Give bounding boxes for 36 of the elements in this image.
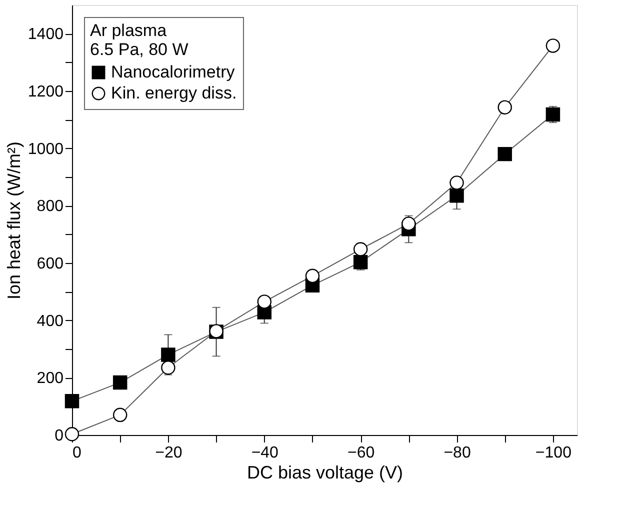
legend-title: Ar plasma 6.5 Pa, 80 W (90, 21, 188, 59)
point (546, 38, 560, 53)
legend-label: Kin. energy diss. (111, 84, 237, 102)
x-tick-label: 0 (72, 444, 82, 462)
x-tick-label: −20 (155, 444, 182, 462)
point (353, 242, 368, 256)
point (161, 348, 176, 362)
x-tick-label: −80 (444, 444, 471, 462)
point (498, 100, 512, 114)
point (450, 176, 464, 190)
point (64, 427, 80, 442)
y-tick-label: 200 (36, 370, 64, 388)
point (305, 268, 320, 284)
y-tick-label: 1400 (28, 26, 64, 44)
legend-label: Nanocalorimetry (111, 62, 236, 82)
y-axis-title: Ion heat flux (W/m²) (4, 141, 24, 300)
x-tick-label: −40 (251, 444, 279, 462)
y-tick-label: 800 (36, 198, 64, 216)
point (161, 360, 176, 375)
point (112, 375, 128, 390)
point (498, 146, 512, 162)
y-tick-label: 600 (36, 256, 64, 272)
point (402, 216, 416, 231)
point (112, 408, 128, 422)
x-tick-label: −100 (535, 444, 572, 462)
point (450, 188, 464, 203)
y-tick-label: 1000 (28, 140, 64, 158)
point (64, 394, 80, 408)
point (353, 255, 368, 270)
point (257, 294, 272, 309)
y-tick-label: 0 (54, 428, 64, 444)
y-tick-label: 400 (36, 312, 64, 330)
x-tick-label: −60 (348, 444, 375, 462)
point (546, 107, 560, 122)
x-axis-title: DC bias voltage (V) (246, 462, 404, 482)
y-tick-label: 1200 (28, 84, 64, 100)
